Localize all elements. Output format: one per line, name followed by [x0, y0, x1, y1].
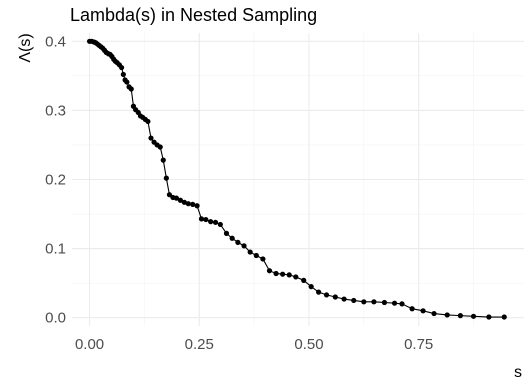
data-point — [212, 219, 219, 225]
data-point — [185, 201, 191, 207]
y-tick-label: 0.3 — [45, 102, 66, 119]
data-point — [203, 216, 209, 223]
data-point — [444, 312, 450, 318]
data-point — [399, 301, 405, 307]
data-point — [361, 299, 367, 305]
y-tick-label: 0.4 — [45, 33, 66, 50]
series-layer — [86, 38, 507, 320]
data-point — [229, 235, 235, 241]
data-point — [501, 314, 507, 320]
data-point — [124, 79, 130, 85]
tick-labels: 0.00 0.25 0.50 0.75 0.0 0.1 0.2 0.3 0.4 — [45, 33, 433, 353]
data-point — [420, 308, 426, 314]
data-point — [409, 306, 415, 312]
y-tick-label: 0.0 — [45, 310, 66, 327]
data-point — [223, 230, 230, 237]
data-point — [280, 271, 286, 277]
data-point — [273, 270, 279, 277]
data-point — [166, 192, 173, 198]
data-point — [148, 135, 154, 141]
data-point — [457, 313, 463, 319]
data-point — [160, 157, 166, 163]
data-point — [128, 86, 134, 92]
data-point — [181, 199, 187, 205]
data-point — [145, 118, 151, 125]
data-point — [341, 296, 347, 302]
chart-title: Lambda(s) in Nested Sampling — [70, 5, 317, 25]
data-point — [431, 310, 437, 317]
data-point — [190, 201, 196, 207]
data-point — [253, 252, 259, 259]
data-point — [286, 272, 292, 278]
data-point — [391, 300, 398, 306]
data-point — [260, 256, 266, 262]
data-point — [120, 71, 126, 78]
data-point — [381, 299, 388, 306]
x-tick-label: 0.25 — [185, 336, 214, 353]
data-point — [316, 289, 322, 295]
data-point — [486, 314, 492, 320]
data-point — [198, 216, 205, 222]
data-point — [323, 292, 330, 298]
data-point — [194, 203, 200, 209]
y-tick-label: 0.2 — [45, 172, 66, 189]
data-point — [351, 297, 357, 304]
x-tick-label: 0.75 — [404, 336, 433, 353]
data-point — [208, 219, 214, 225]
data-point — [470, 313, 477, 319]
plot-panel — [72, 33, 524, 326]
y-tick-label: 0.1 — [45, 241, 66, 258]
data-point — [247, 249, 253, 255]
data-point — [266, 268, 273, 274]
data-point — [301, 277, 307, 283]
data-point — [293, 274, 299, 280]
data-point — [118, 64, 125, 71]
data-point — [241, 243, 247, 249]
data-point — [332, 294, 338, 300]
x-tick-label: 0.50 — [294, 336, 323, 353]
data-point — [157, 144, 163, 150]
data-point — [177, 197, 183, 203]
y-axis-title: Λ(s) — [17, 33, 34, 62]
data-point — [235, 239, 241, 245]
data-point — [163, 175, 169, 181]
data-point — [308, 284, 314, 290]
grid — [72, 33, 524, 326]
data-point — [217, 221, 223, 228]
data-point — [371, 299, 377, 305]
x-tick-label: 0.00 — [75, 336, 104, 353]
x-axis-title: s — [514, 364, 522, 379]
data-point — [173, 195, 180, 201]
